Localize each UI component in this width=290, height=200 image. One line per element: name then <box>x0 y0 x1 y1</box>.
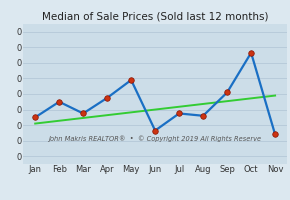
Point <box>129 78 133 82</box>
Point <box>153 129 157 132</box>
Title: Median of Sale Prices (Sold last 12 months): Median of Sale Prices (Sold last 12 mont… <box>42 12 269 22</box>
Text: John Makris REALTOR®  •  © Copyright 2019 All Rights Reserve: John Makris REALTOR® • © Copyright 2019 … <box>49 135 262 142</box>
Point <box>57 100 61 103</box>
Point <box>177 112 182 115</box>
Point <box>105 96 110 99</box>
Point <box>225 91 229 94</box>
Point <box>33 116 37 119</box>
Point <box>201 114 205 117</box>
Point <box>81 112 86 115</box>
Point <box>249 51 253 54</box>
Point <box>273 133 278 136</box>
